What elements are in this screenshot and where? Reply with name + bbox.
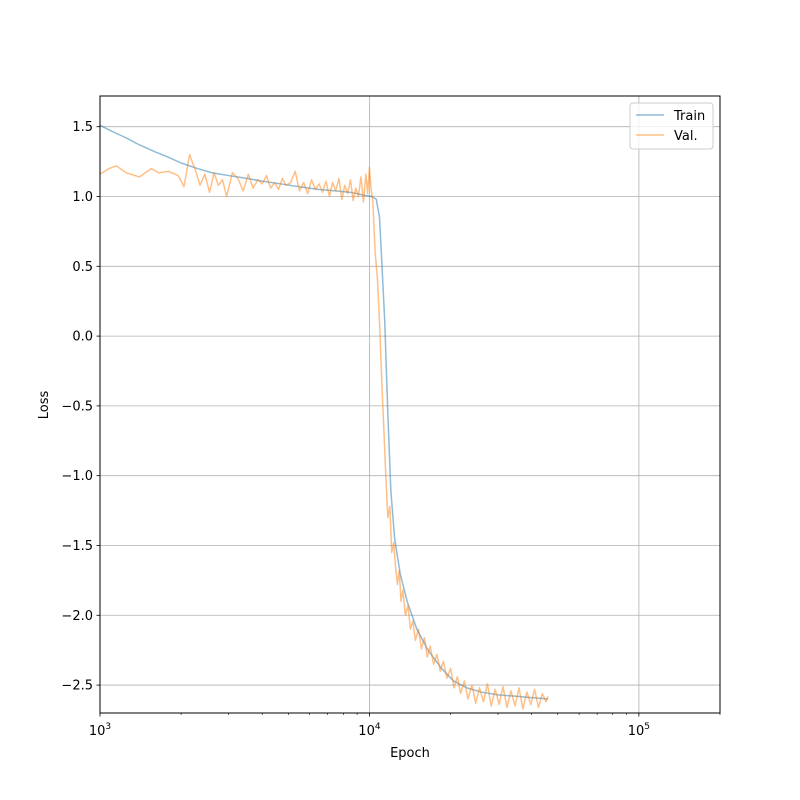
x-tick-label: 103 xyxy=(89,722,111,739)
y-tick-label: 0.0 xyxy=(72,330,93,345)
x-tick-label: 105 xyxy=(628,722,650,739)
legend: Train Val. xyxy=(629,102,714,150)
y-tick-label: −1.0 xyxy=(61,469,93,484)
legend-label-val: Val. xyxy=(674,129,698,144)
y-tick-label: 0.5 xyxy=(72,260,93,275)
y-tick-label: −2.0 xyxy=(61,609,93,624)
plot-frame xyxy=(99,95,721,714)
y-tick-label: −1.5 xyxy=(61,539,93,554)
y-tick-label: −0.5 xyxy=(61,399,93,414)
series-lines xyxy=(99,124,549,710)
axis-ticks: 1.5 1.0 0.5 0.0 −0.5 −1.0 −1.5 −2.0 −2.5 103 104 10… xyxy=(61,120,721,739)
y-tick-label: 1.5 xyxy=(72,120,93,135)
y-tick-label: 1.0 xyxy=(72,190,93,205)
x-axis-label: Epoch xyxy=(390,746,430,761)
series-line-train xyxy=(99,124,549,700)
series-line-val xyxy=(99,153,549,710)
y-tick-label: −2.5 xyxy=(61,679,93,694)
y-axis-label: Loss xyxy=(37,391,52,420)
legend-label-train: Train xyxy=(673,109,705,124)
x-tick-label: 104 xyxy=(358,722,381,739)
